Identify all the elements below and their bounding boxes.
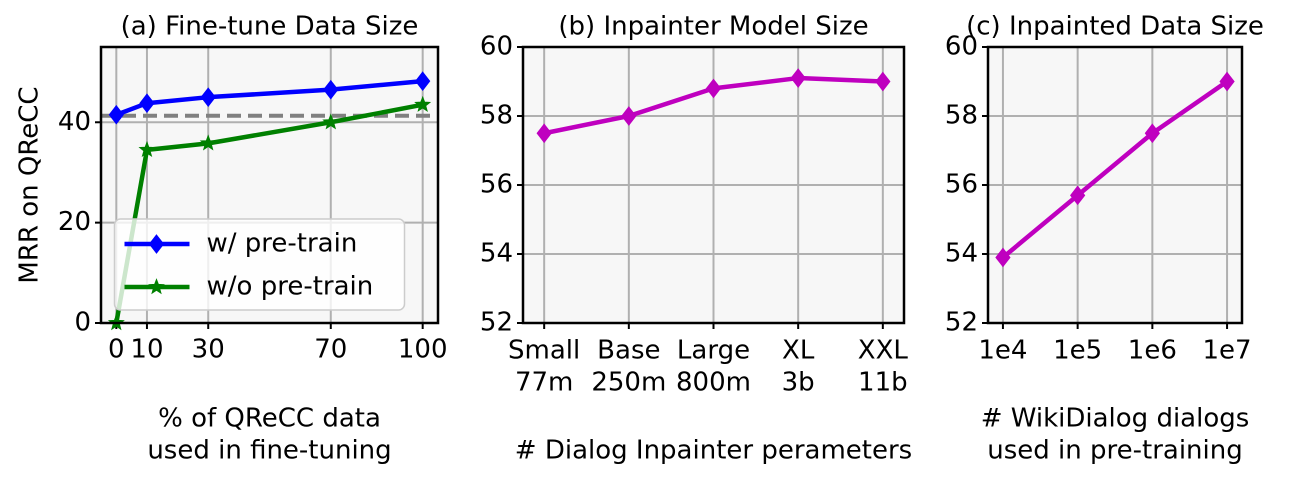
chart-title: (b) Inpainter Model Size [558,12,868,42]
x-tick-label: Base [597,336,660,366]
x-tick-label: 800m [676,368,751,398]
axes-frame [99,45,440,325]
series-line [1001,79,1229,260]
marker [1144,123,1160,144]
y-tick-label: 60 [480,32,513,62]
x-tick-label: 70 [314,335,347,365]
marker [705,78,722,99]
x-axis-label: used in pre-training [987,436,1242,466]
x-tick-label: 10 [130,335,163,365]
marker [322,113,340,130]
legend-label: w/ pre-train [207,229,358,259]
marker [995,247,1011,268]
x-tick-label: 250m [591,368,666,398]
x-tick-label: 1e5 [1053,336,1102,366]
x-axis-label: # WikiDialog dialogs [981,404,1250,434]
y-tick-label: 56 [945,170,978,200]
marker [875,71,891,92]
marker [200,87,216,107]
y-tick-label: 52 [945,308,978,338]
marker [790,68,806,88]
y-tick-label: 58 [480,101,513,131]
y-tick-label: 40 [58,107,91,137]
x-tick-label: 30 [192,335,225,365]
y-tick-label: 56 [480,170,513,200]
x-tick-label: XL [782,336,815,366]
marker [621,106,637,126]
y-tick-label: 54 [480,239,513,269]
x-tick-label: Large [677,336,750,366]
y-tick-label: 0 [74,308,91,338]
x-tick-label: XXL [858,336,909,366]
axes-frame [986,45,1244,325]
chart-title: (c) Inpainted Data Size [966,12,1264,42]
marker [536,123,552,144]
x-tick-label: Small [508,336,580,366]
x-tick-label: 0 [108,335,125,365]
y-tick-label: 54 [945,239,978,269]
x-tick-label: 1e7 [1203,336,1252,366]
x-axis-label: # Dialog Inpainter perameters [515,436,912,466]
x-tick-label: 11b [858,368,908,398]
marker [138,140,156,158]
y-axis-label: MRR on QReCC [15,86,45,283]
marker [323,79,339,100]
marker [414,95,432,112]
y-tick-label: 60 [945,32,978,62]
marker [415,71,431,91]
x-tick-label: 1e4 [978,336,1027,366]
axes-frame [521,45,906,325]
y-tick-label: 20 [58,207,91,237]
marker [108,104,124,125]
marker [139,93,155,114]
marker [1070,185,1086,206]
x-tick-label: 3b [782,368,815,398]
legend-marker [148,234,165,254]
x-axis-label: % of QReCC data [158,404,381,434]
marker [1219,71,1235,92]
y-tick-label: 52 [480,308,513,338]
x-tick-label: 77m [515,368,573,398]
legend-label: w/o pre-train [207,272,374,302]
chart-title: (a) Fine-tune Data Size [121,12,419,42]
x-tick-label: 100 [398,335,448,365]
marker [199,134,217,151]
y-tick-label: 58 [945,101,978,131]
x-axis-label: used in fine-tuning [147,436,391,466]
legend-marker [148,278,165,295]
x-tick-label: 1e6 [1128,336,1177,366]
